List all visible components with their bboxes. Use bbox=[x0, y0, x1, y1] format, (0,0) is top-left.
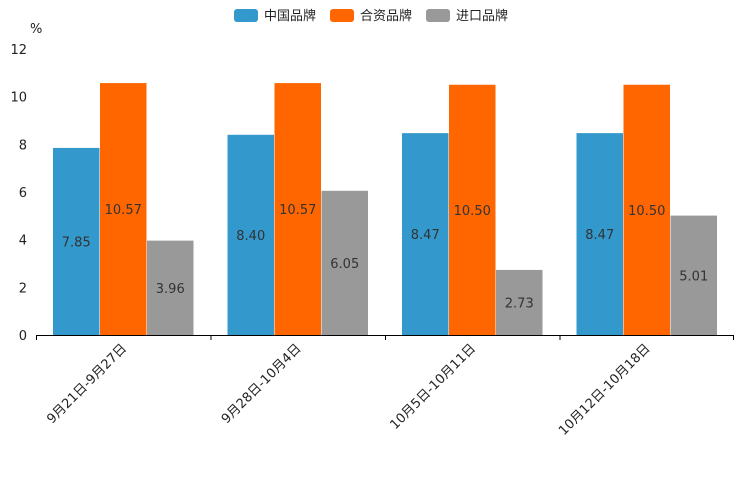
bar bbox=[321, 190, 368, 335]
legend-swatch-china bbox=[234, 9, 258, 22]
legend-label-china: 中国品牌 bbox=[264, 8, 316, 24]
data-label: 3.96 bbox=[156, 282, 185, 297]
bar bbox=[449, 84, 496, 335]
data-label: 8.47 bbox=[585, 228, 614, 243]
y-tick-label: 4 bbox=[19, 234, 27, 249]
data-label: 8.40 bbox=[236, 229, 265, 244]
legend-label-import: 进口品牌 bbox=[456, 8, 508, 24]
y-tick-label: 0 bbox=[19, 329, 27, 344]
x-tick-label: 10月5日-10月11日 bbox=[387, 341, 479, 433]
x-tick-label: 9月28日-10月4日 bbox=[219, 341, 305, 427]
bar bbox=[274, 83, 321, 335]
data-labels: 7.85 10.57 3.96 8.40 10.57 6.05 8.47 10.50 2.73 8… bbox=[62, 203, 708, 311]
x-axis: 9月21日-9月27日 9月28日-10月4日 10月5日-10月11日 10月12日… bbox=[36, 335, 734, 439]
data-label: 10.57 bbox=[105, 203, 142, 218]
data-label: 10.57 bbox=[279, 203, 316, 218]
bar bbox=[670, 215, 717, 335]
bar bbox=[623, 84, 670, 335]
bar bbox=[402, 133, 449, 335]
bar bbox=[576, 133, 623, 335]
x-tick-label: 9月21日-9月27日 bbox=[44, 341, 130, 427]
data-label: 7.85 bbox=[62, 235, 91, 250]
legend-swatch-jv bbox=[330, 9, 354, 22]
y-tick-label: 12 bbox=[10, 43, 27, 58]
y-tick-label: 2 bbox=[19, 281, 27, 296]
data-label: 10.50 bbox=[628, 204, 665, 219]
legend: 中国品牌 合资品牌 进口品牌 bbox=[234, 8, 508, 24]
data-label: 10.50 bbox=[454, 204, 491, 219]
data-label: 2.73 bbox=[505, 296, 534, 311]
bar bbox=[147, 240, 194, 335]
bars bbox=[53, 83, 717, 335]
bar bbox=[227, 134, 274, 335]
y-tick-label: 8 bbox=[19, 138, 27, 153]
bar bbox=[100, 83, 147, 335]
legend-swatch-import bbox=[426, 9, 450, 22]
data-label: 8.47 bbox=[411, 228, 440, 243]
x-tick-label: 10月12日-10月18日 bbox=[556, 341, 653, 438]
bar bbox=[496, 269, 543, 335]
bar bbox=[53, 147, 100, 335]
y-tick-label: 10 bbox=[10, 91, 27, 106]
legend-label-jv: 合资品牌 bbox=[360, 8, 412, 24]
y-tick-label: 6 bbox=[19, 186, 27, 201]
y-axis-unit: % bbox=[30, 22, 42, 37]
data-label: 6.05 bbox=[330, 257, 359, 272]
data-label: 5.01 bbox=[679, 269, 708, 284]
y-axis: 0 2 4 6 8 10 12 bbox=[10, 43, 27, 344]
